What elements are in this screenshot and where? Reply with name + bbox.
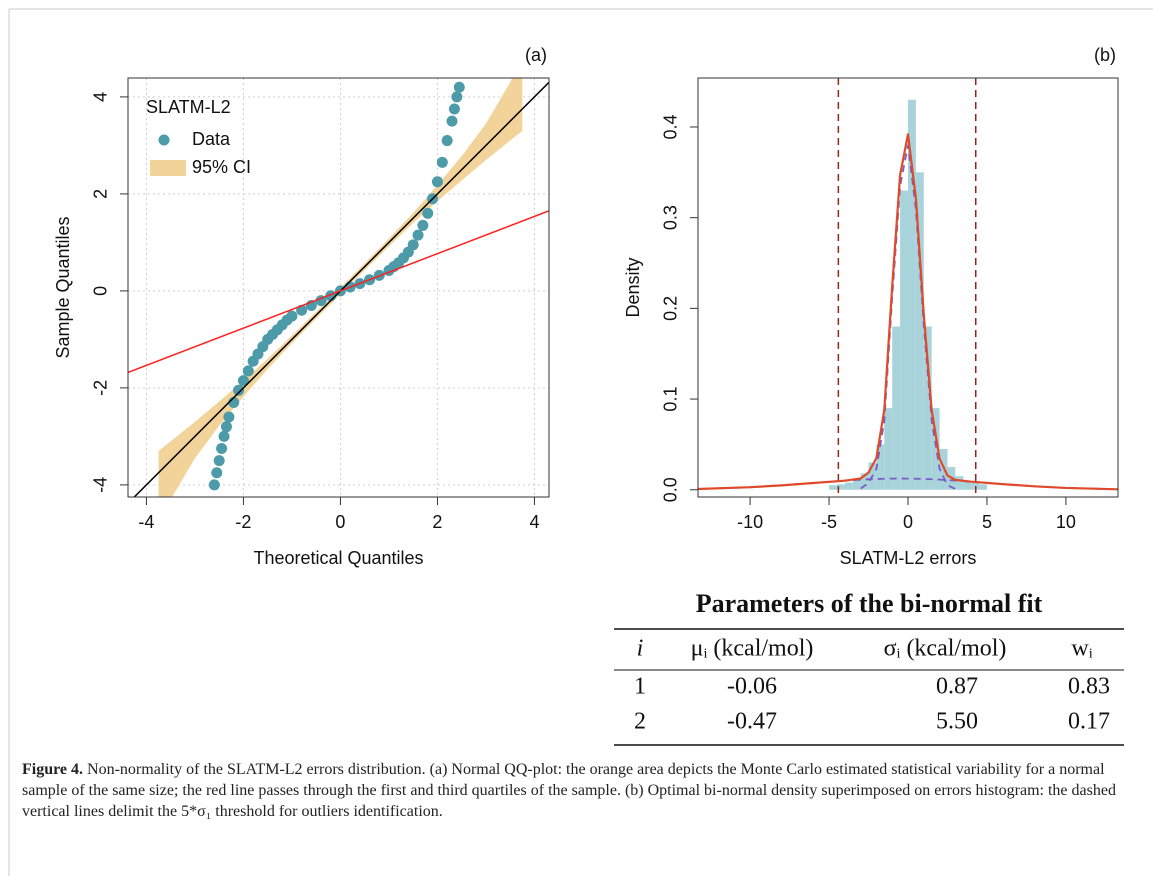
x-tick-label: 0 [903,512,913,532]
data-point [220,421,232,433]
y-axis-label: Density [623,257,643,317]
y-tick-label: -4 [91,477,111,493]
x-tick-label: 2 [432,512,442,532]
histogram-bar [836,484,845,490]
y-tick-label: 0.1 [661,387,681,412]
data-point [211,467,223,479]
histogram-bar [829,485,837,490]
y-tick-label: 2 [91,189,111,199]
histogram-bar [860,473,869,490]
data-point [431,176,443,188]
table-header: σᵢ (kcal/mol) [884,636,1007,662]
y-tick-label: 0.2 [661,296,681,321]
table-title: Parameters of the bi-normal fit [696,589,1043,618]
data-point [223,411,235,423]
y-tick-label: 0.3 [661,205,681,230]
histogram-bar [923,326,932,490]
plot-frame [127,77,550,498]
histogram-bar [915,172,924,490]
data-point [441,135,453,147]
x-axis-label: SLATM-L2 errors [840,548,977,568]
data-point [446,115,458,127]
table-cell: 5.50 [936,709,978,735]
legend-swatch [150,160,186,176]
legend-title: SLATM-L2 [146,97,231,117]
table-cell: 0.83 [1068,674,1110,700]
table-cell: -0.06 [727,674,777,700]
y-tick-label: 0.4 [661,114,681,139]
data-point [453,81,465,93]
x-tick-label: -10 [737,512,763,532]
table-header: wᵢ [1071,636,1092,662]
data-point [218,430,230,442]
component-density [860,144,956,490]
reference-line [128,209,549,374]
caption-text: Non-normality of the SLATM-L2 errors dis… [22,761,1116,820]
y-tick-label: 0 [91,286,111,296]
y-tick-label: -2 [91,380,111,396]
table-header: i [637,636,644,662]
legend-label: 95% CI [192,157,251,177]
caption: Figure 4. Non-normality of the SLATM-L2 … [22,759,1134,822]
data-point [216,443,228,455]
x-tick-label: -4 [138,512,154,532]
x-tick-label: -2 [235,512,251,532]
y-axis-label: Sample Quantiles [53,216,73,358]
data-point [417,219,429,231]
plot-area [128,78,549,497]
histogram-bar [852,478,861,490]
x-tick-label: 4 [529,512,539,532]
x-tick-label: -5 [821,512,837,532]
data-point [242,365,254,377]
panel-label: (b) [1094,45,1116,65]
x-axis-label: Theoretical Quantiles [253,548,423,568]
mixture-density [698,133,1118,491]
histogram-bar [979,484,987,490]
legend-swatch [158,134,170,146]
data-point [237,375,249,387]
data-point [436,156,448,168]
data-point [286,310,298,322]
plot-area [698,78,1118,497]
data-point [233,384,245,396]
data-point [412,229,424,241]
histogram-bar [876,444,885,490]
data-point [448,103,460,115]
y-tick-label: 0.0 [661,477,681,502]
panel-label: (a) [525,45,547,65]
histogram-bar [884,408,893,490]
plot-frame [697,77,1119,498]
x-tick-label: 5 [982,512,992,532]
histogram-bar [955,476,964,490]
table-cell: 2 [634,709,646,735]
x-tick-label: 10 [1056,512,1076,532]
x-tick-label: 0 [335,512,345,532]
table-cell: 1 [634,674,646,700]
data-point [213,455,225,467]
data-point [422,207,434,219]
y-tick-label: 4 [91,92,111,102]
data-point [407,239,419,251]
legend-label: Data [192,129,231,149]
table-header: μᵢ (kcal/mol) [691,636,814,662]
histogram-bar [844,482,853,490]
histogram-bar [908,99,916,490]
histogram-bar [900,190,908,490]
histogram-bar [931,408,940,490]
histogram-bar [963,480,972,490]
table-cell: -0.47 [727,709,777,735]
table-cell: 0.87 [936,674,978,700]
table-cell: 0.17 [1068,709,1110,735]
histogram-bar [892,326,901,490]
data-point [451,91,463,103]
data-point [208,479,220,491]
caption-label: Figure 4. [22,761,84,778]
